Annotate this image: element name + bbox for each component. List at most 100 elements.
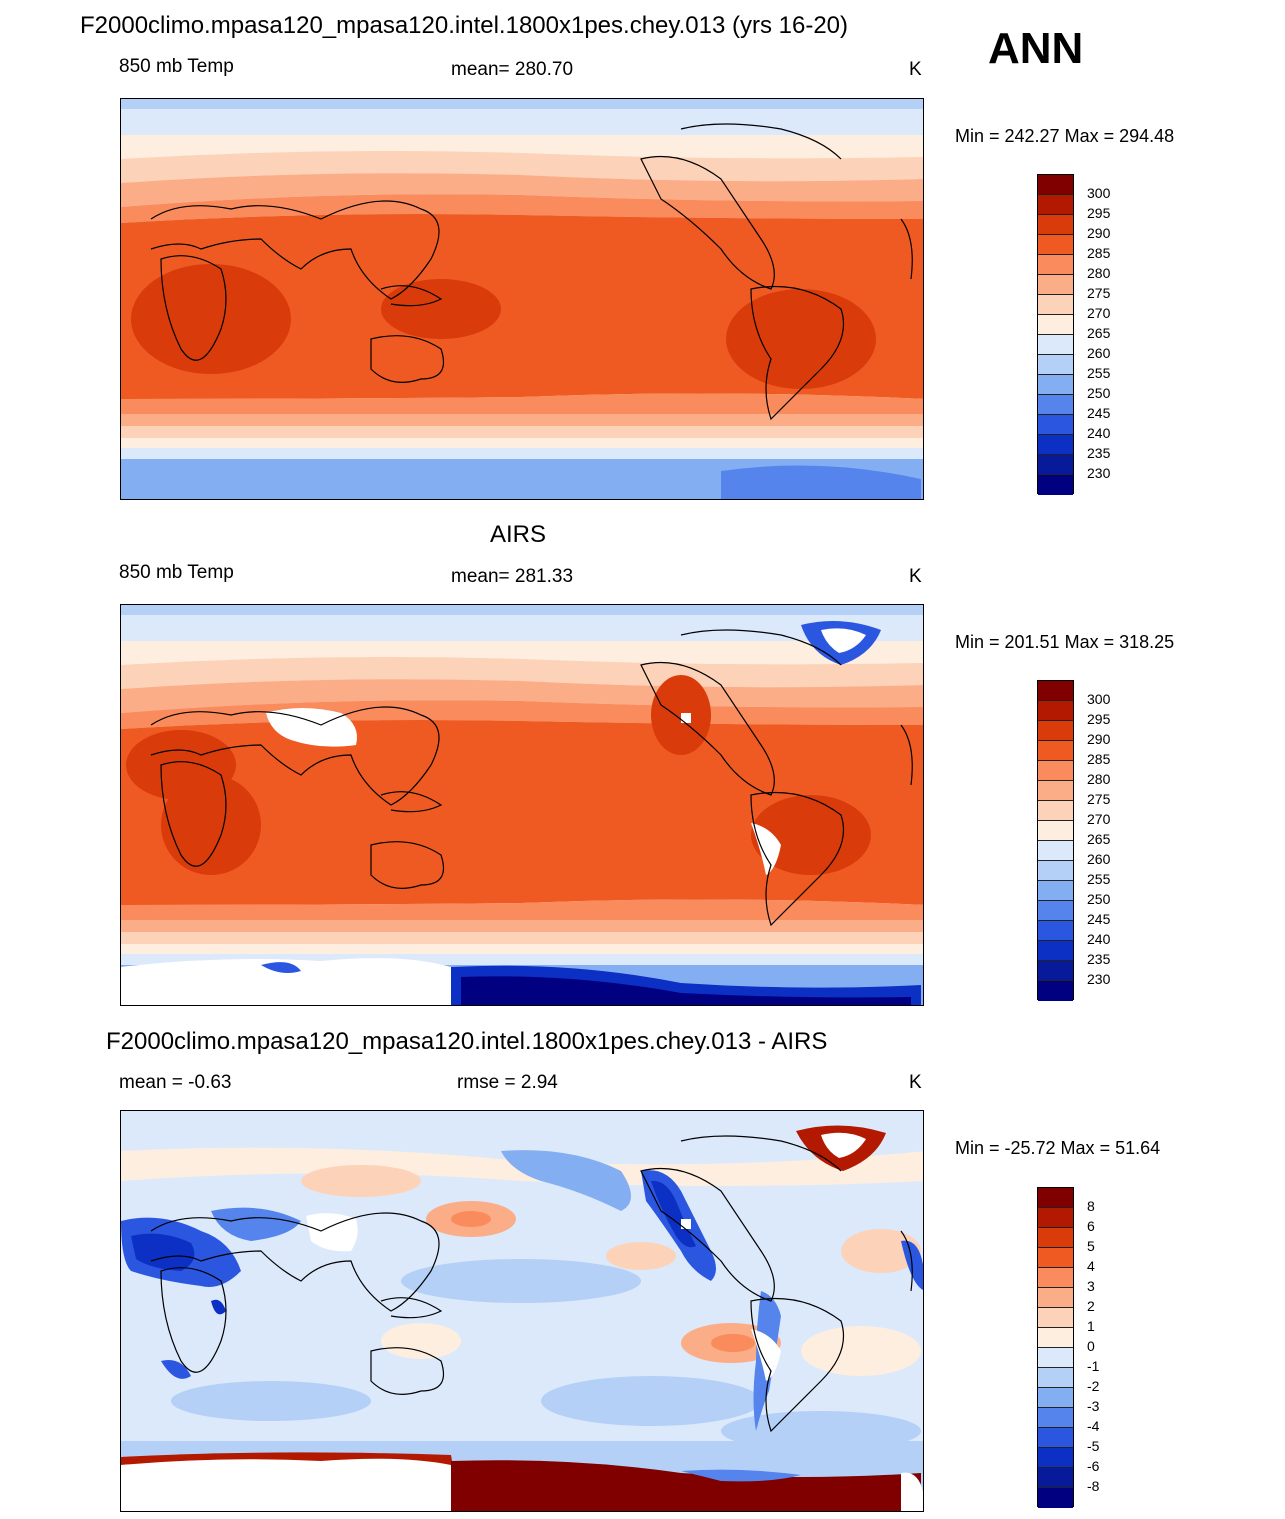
colorbar-swatch xyxy=(1038,435,1073,455)
panel1-model-map xyxy=(120,98,924,500)
colorbar-swatch xyxy=(1038,881,1073,901)
panel2-units-label: K xyxy=(909,566,922,587)
colorbar-swatch xyxy=(1038,701,1073,721)
colorbar-tick-label: 260 xyxy=(1087,851,1111,867)
panel3-colorbar xyxy=(1037,1187,1074,1508)
panel3-units-label: K xyxy=(909,1072,922,1093)
colorbar-tick-label: -3 xyxy=(1087,1398,1100,1414)
colorbar-tick-label: 250 xyxy=(1087,385,1111,401)
colorbar-tick-label: 4 xyxy=(1087,1258,1095,1274)
colorbar-tick-label: 285 xyxy=(1087,245,1111,261)
colorbar-tick-label: 230 xyxy=(1087,971,1111,987)
colorbar-swatch xyxy=(1038,1328,1073,1348)
colorbar-tick-label: 230 xyxy=(1087,465,1111,481)
colorbar-swatch xyxy=(1038,335,1073,355)
panel3-title: F2000climo.mpasa120_mpasa120.intel.1800x… xyxy=(106,1028,828,1055)
colorbar-swatch xyxy=(1038,235,1073,255)
colorbar-swatch xyxy=(1038,1248,1073,1268)
colorbar-swatch xyxy=(1038,741,1073,761)
colorbar-swatch xyxy=(1038,921,1073,941)
colorbar-tick-label: 3 xyxy=(1087,1278,1095,1294)
colorbar-tick-label: -2 xyxy=(1087,1378,1100,1394)
colorbar-swatch xyxy=(1038,275,1073,295)
colorbar-swatch xyxy=(1038,195,1073,215)
colorbar-tick-label: 285 xyxy=(1087,751,1111,767)
colorbar-swatch xyxy=(1038,1188,1073,1208)
colorbar-tick-label: -8 xyxy=(1087,1478,1100,1494)
colorbar-tick-label: -4 xyxy=(1087,1418,1100,1434)
colorbar-tick-label: 235 xyxy=(1087,445,1111,461)
panel3-mean-label: mean = -0.63 xyxy=(119,1072,232,1093)
colorbar-tick-label: 290 xyxy=(1087,225,1111,241)
panel1-left-label: 850 mb Temp xyxy=(119,56,234,77)
colorbar-tick-label: 300 xyxy=(1087,691,1111,707)
colorbar-tick-label: 280 xyxy=(1087,265,1111,281)
colorbar-swatch xyxy=(1038,841,1073,861)
colorbar-swatch xyxy=(1038,721,1073,741)
panel3-diff-map xyxy=(120,1110,924,1512)
colorbar-swatch xyxy=(1038,1488,1073,1508)
colorbar-swatch xyxy=(1038,295,1073,315)
colorbar-swatch xyxy=(1038,781,1073,801)
colorbar-swatch xyxy=(1038,1468,1073,1488)
panel1-mean-label: mean= 280.70 xyxy=(451,59,574,80)
colorbar-tick-label: 295 xyxy=(1087,205,1111,221)
colorbar-swatch xyxy=(1038,415,1073,435)
colorbar-tick-label: 1 xyxy=(1087,1318,1095,1334)
colorbar-swatch xyxy=(1038,375,1073,395)
colorbar-swatch xyxy=(1038,1408,1073,1428)
colorbar-tick-label: 275 xyxy=(1087,791,1111,807)
panel3-rmse-label: rmse = 2.94 xyxy=(457,1072,558,1093)
colorbar-tick-label: 0 xyxy=(1087,1338,1095,1354)
panel1-units-label: K xyxy=(909,59,922,80)
colorbar-tick-label: 270 xyxy=(1087,811,1111,827)
colorbar-swatch xyxy=(1038,1308,1073,1328)
colorbar-swatch xyxy=(1038,861,1073,881)
colorbar-swatch xyxy=(1038,961,1073,981)
panel2-title: AIRS xyxy=(490,521,547,548)
colorbar-tick-label: -5 xyxy=(1087,1438,1100,1454)
panel1-colorbar xyxy=(1037,174,1074,495)
colorbar-tick-label: 245 xyxy=(1087,911,1111,927)
colorbar-swatch xyxy=(1038,821,1073,841)
colorbar-swatch xyxy=(1038,1388,1073,1408)
panel2-left-label: 850 mb Temp xyxy=(119,562,234,583)
colorbar-tick-label: 250 xyxy=(1087,891,1111,907)
colorbar-tick-label: 6 xyxy=(1087,1218,1095,1234)
colorbar-tick-label: 240 xyxy=(1087,425,1111,441)
colorbar-swatch xyxy=(1038,315,1073,335)
panel2-minmax: Min = 201.51 Max = 318.25 xyxy=(955,632,1175,652)
colorbar-swatch xyxy=(1038,455,1073,475)
colorbar-tick-label: 290 xyxy=(1087,731,1111,747)
colorbar-tick-label: -1 xyxy=(1087,1358,1100,1374)
colorbar-tick-label: 265 xyxy=(1087,831,1111,847)
colorbar-tick-label: 2 xyxy=(1087,1298,1095,1314)
panel3-minmax: Min = -25.72 Max = 51.64 xyxy=(955,1138,1161,1158)
colorbar-swatch xyxy=(1038,475,1073,495)
colorbar-swatch xyxy=(1038,1288,1073,1308)
colorbar-swatch xyxy=(1038,1448,1073,1468)
panel1-minmax: Min = 242.27 Max = 294.48 xyxy=(955,126,1175,146)
colorbar-tick-label: 245 xyxy=(1087,405,1111,421)
colorbar-swatch xyxy=(1038,801,1073,821)
colorbar-swatch xyxy=(1038,901,1073,921)
season-label: ANN xyxy=(988,24,1084,73)
colorbar-tick-label: -6 xyxy=(1087,1458,1100,1474)
colorbar-tick-label: 275 xyxy=(1087,285,1111,301)
panel2-mean-label: mean= 281.33 xyxy=(451,566,574,587)
colorbar-swatch xyxy=(1038,355,1073,375)
panel2-obs-map xyxy=(120,604,924,1006)
colorbar-swatch xyxy=(1038,215,1073,235)
colorbar-swatch xyxy=(1038,681,1073,701)
colorbar-tick-label: 270 xyxy=(1087,305,1111,321)
colorbar-tick-label: 240 xyxy=(1087,931,1111,947)
colorbar-tick-label: 235 xyxy=(1087,951,1111,967)
colorbar-swatch xyxy=(1038,1268,1073,1288)
colorbar-tick-label: 5 xyxy=(1087,1238,1095,1254)
colorbar-tick-label: 295 xyxy=(1087,711,1111,727)
colorbar-swatch xyxy=(1038,395,1073,415)
colorbar-tick-label: 300 xyxy=(1087,185,1111,201)
colorbar-swatch xyxy=(1038,761,1073,781)
colorbar-swatch xyxy=(1038,1348,1073,1368)
colorbar-swatch xyxy=(1038,1208,1073,1228)
